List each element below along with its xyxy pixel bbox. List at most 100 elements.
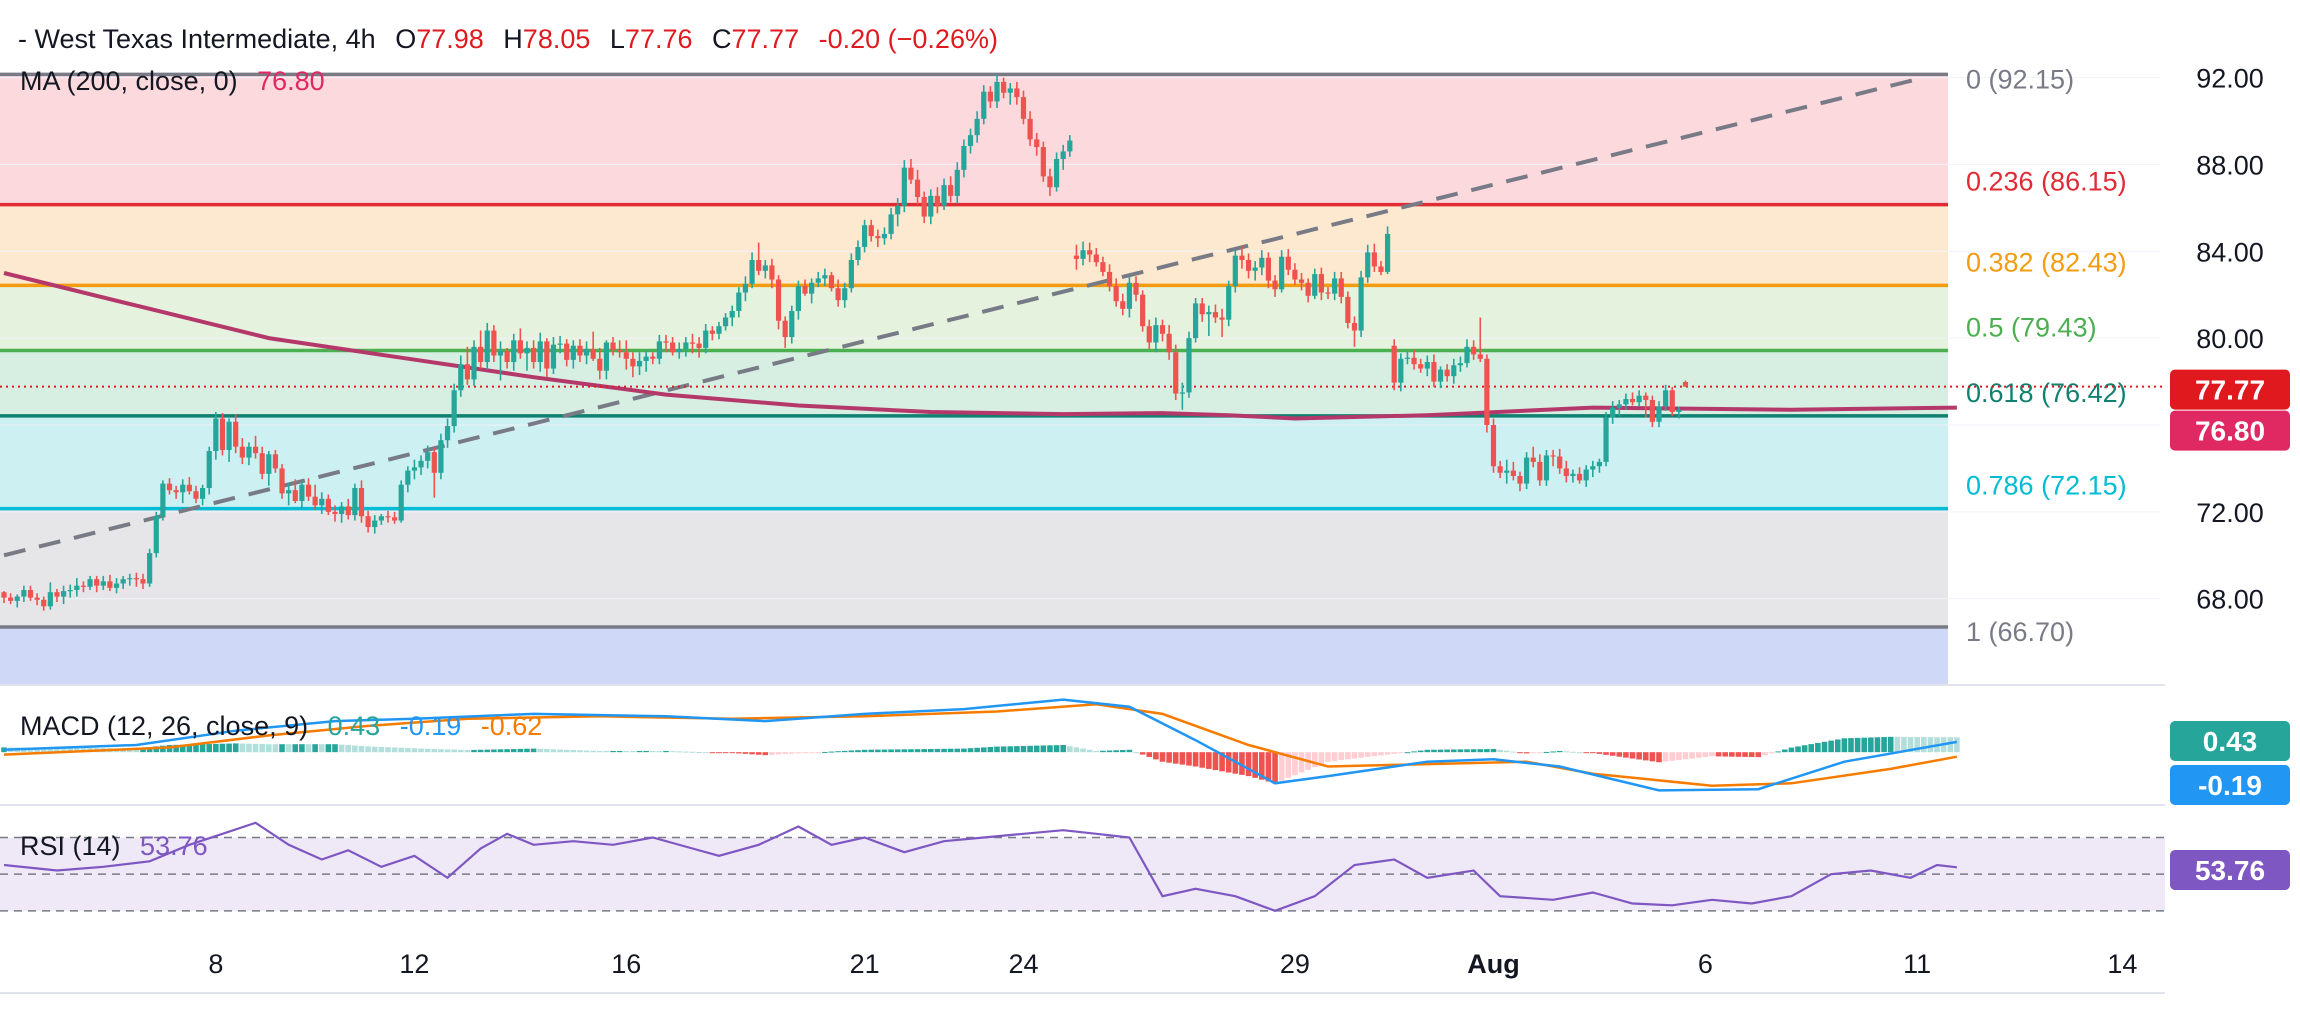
- macd-hist-bar: [1113, 750, 1119, 753]
- rsi-legend-value: 53.76: [140, 831, 208, 861]
- macd-hist-bar: [1172, 752, 1179, 764]
- trendline-layer: [3, 75, 1925, 558]
- macd-hist-bar: [510, 749, 517, 753]
- macd-hist-bar: [1689, 752, 1695, 759]
- macd-hist-bar: [590, 750, 596, 753]
- candle-body: [1636, 395, 1642, 403]
- macd-hist-bar: [34, 747, 40, 753]
- macd-hist-bar: [1570, 751, 1576, 753]
- candle-body: [1007, 88, 1013, 93]
- macd-hist-bar: [1424, 749, 1431, 753]
- macd-hist-bar: [1887, 736, 1894, 753]
- candle-body: [987, 91, 993, 102]
- macd-hist-bar: [1901, 736, 1907, 753]
- macd-hist-bar: [272, 744, 279, 753]
- macd-hist-bar: [1285, 752, 1292, 778]
- macd-hist-bar: [1695, 752, 1702, 758]
- macd-hist-bar: [974, 747, 980, 753]
- candle-body: [398, 484, 404, 521]
- y-tick-label: 88.00: [2196, 150, 2264, 180]
- macd-hist-bar: [1921, 737, 1927, 753]
- macd-hist-bar: [1808, 744, 1815, 753]
- candle-body: [233, 421, 239, 447]
- x-tick-label: 29: [1280, 949, 1310, 979]
- macd-hist-bar: [1470, 749, 1477, 753]
- macd-hist-bar: [1669, 752, 1676, 761]
- macd-hist-bar: [305, 744, 312, 753]
- macd-hist-bar: [398, 747, 404, 753]
- last-price-badge: 77.77: [2195, 375, 2265, 406]
- candle-body: [385, 516, 391, 518]
- candle-body: [1497, 466, 1503, 473]
- candle-body: [418, 460, 424, 468]
- macd-hist-bar: [385, 747, 391, 753]
- macd-hist-bar: [1119, 750, 1126, 753]
- candle-body: [590, 349, 596, 359]
- macd-hist-bar: [676, 751, 683, 753]
- candle-body: [292, 490, 298, 501]
- candle-body: [1590, 466, 1596, 470]
- macd-hist-bar: [1854, 737, 1861, 753]
- rsi-legend[interactable]: RSI (14) 53.76: [20, 831, 208, 861]
- candle-body: [438, 440, 444, 473]
- candle-body: [166, 483, 173, 491]
- candle-body: [491, 330, 497, 356]
- macd-hist-bar: [1245, 752, 1252, 777]
- candle-body: [1570, 473, 1576, 477]
- macd-hist-bar: [689, 751, 696, 753]
- candle-body: [1510, 470, 1516, 477]
- macd-hist-bar: [1199, 752, 1206, 768]
- candle-body: [557, 343, 563, 345]
- macd-hist-bar: [193, 744, 199, 753]
- macd-hist-bar: [616, 750, 623, 753]
- macd-hist-bar: [1272, 752, 1278, 784]
- macd-hist-bar: [1345, 752, 1351, 760]
- y-tick-label: 84.00: [2196, 237, 2264, 267]
- candle-body: [875, 236, 881, 239]
- macd-hist-bar: [477, 749, 484, 753]
- candle-body: [213, 418, 219, 452]
- candle-body: [1656, 406, 1662, 422]
- macd-hist-bar: [1656, 752, 1662, 763]
- macd-hist-bar: [1775, 751, 1781, 753]
- macd-hist-bar: [861, 749, 868, 753]
- candle-body: [206, 451, 212, 488]
- macd-hist-bar: [1868, 737, 1874, 753]
- ma-legend[interactable]: MA (200, close, 0) 76.80: [20, 66, 325, 96]
- candle-body: [954, 169, 960, 196]
- candle-body: [1365, 252, 1371, 278]
- macd-hist-bar: [1311, 752, 1318, 768]
- macd-hist-bar: [259, 744, 265, 753]
- macd-hist-bar: [921, 749, 927, 753]
- macd-hist-bar: [1676, 752, 1682, 761]
- macd-hist-bar: [1927, 737, 1934, 753]
- candle-body: [544, 341, 550, 369]
- macd-hist-bar: [1530, 752, 1537, 754]
- fib-zone: [0, 204, 1948, 286]
- macd-legend[interactable]: MACD (12, 26, close, 9) 0.43 -0.19 -0.62: [20, 711, 542, 741]
- macd-hist-bar: [1067, 746, 1073, 753]
- macd-hist-bar: [1828, 740, 1834, 753]
- macd-hist-bar: [947, 748, 954, 753]
- ma-legend-label: MA (200, close, 0): [20, 66, 238, 96]
- rsi-layer: [0, 804, 2165, 912]
- candle-body: [411, 467, 418, 471]
- macd-hist-bar: [669, 751, 676, 753]
- macd-signal-badge-bg: [2170, 765, 2290, 805]
- macd-hist-bar: [875, 749, 881, 753]
- macd-hist-bar: [1053, 745, 1060, 753]
- candle-body: [21, 590, 27, 597]
- macd-hist-bar: [1398, 752, 1404, 754]
- fib-label: 0.236 (86.15): [1966, 167, 2127, 197]
- fib-label: 0.382 (82.43): [1966, 247, 2127, 277]
- macd-hist-bar: [1086, 749, 1093, 753]
- open-label: O: [395, 24, 416, 54]
- candle-body: [1371, 252, 1377, 267]
- macd-hist-bar: [1861, 737, 1868, 753]
- candle-body: [570, 345, 576, 360]
- candle-body: [901, 167, 907, 206]
- macd-hist-bar: [1027, 745, 1033, 753]
- candle-body: [623, 352, 629, 359]
- macd-hist-bar: [1881, 737, 1887, 753]
- candle-body: [643, 356, 649, 361]
